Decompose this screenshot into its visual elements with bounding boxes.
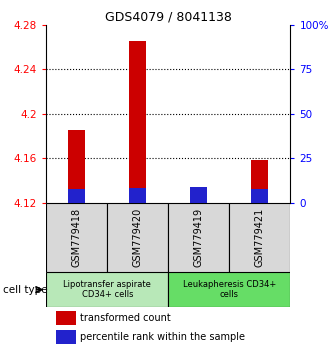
Text: GSM779418: GSM779418 <box>72 208 82 267</box>
Text: cell type: cell type <box>3 285 48 295</box>
Text: transformed count: transformed count <box>81 313 171 324</box>
Bar <box>129 41 146 202</box>
Bar <box>46 272 168 307</box>
Bar <box>168 202 229 272</box>
Text: GSM779420: GSM779420 <box>133 207 143 267</box>
Bar <box>190 197 207 202</box>
Text: Lipotransfer aspirate
CD34+ cells: Lipotransfer aspirate CD34+ cells <box>63 280 151 299</box>
Bar <box>68 130 85 202</box>
Bar <box>56 312 76 325</box>
Text: GSM779421: GSM779421 <box>255 207 265 267</box>
Bar <box>251 160 268 202</box>
Bar <box>229 202 290 272</box>
Bar <box>190 187 207 202</box>
Bar <box>46 202 107 272</box>
Text: Leukapheresis CD34+
cells: Leukapheresis CD34+ cells <box>183 280 276 299</box>
Text: percentile rank within the sample: percentile rank within the sample <box>81 332 246 342</box>
Bar <box>56 330 76 344</box>
Bar <box>107 202 168 272</box>
Text: GSM779419: GSM779419 <box>194 208 204 267</box>
Bar <box>68 189 85 202</box>
Bar <box>251 189 268 202</box>
Bar <box>129 188 146 202</box>
Bar <box>168 272 290 307</box>
Title: GDS4079 / 8041138: GDS4079 / 8041138 <box>105 11 232 24</box>
